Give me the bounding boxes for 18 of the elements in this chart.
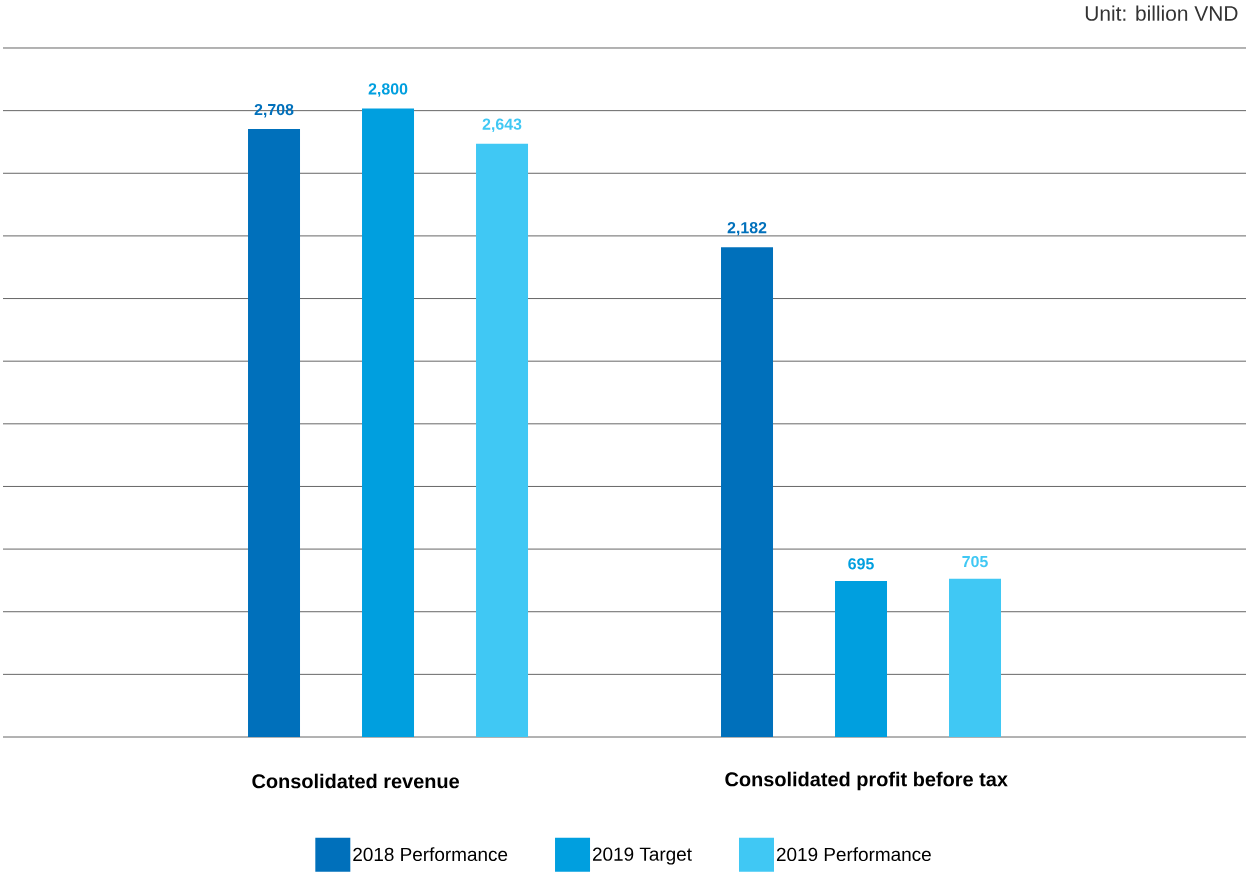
data-label: 695 [848,558,874,570]
x-tick-label: Consolidated revenue [252,773,459,789]
text: Unit: billion VND [1085,5,1238,21]
bar [476,143,529,737]
legend-label: 2018 Performance [353,847,508,862]
legend-label: 2019 Performance [776,847,931,862]
bar [248,129,301,737]
data-label: 2,643 [482,118,522,133]
bar [721,247,774,737]
bar [835,580,888,737]
data-label: 2,800 [368,83,408,97]
legend-label: 2019 Target [592,847,692,865]
bar [362,108,415,737]
data-label: 2,182 [727,222,767,236]
bar [949,578,1002,737]
data-label: 705 [962,555,988,568]
data-label: 2,708 [254,103,294,118]
x-tick-label: Consolidated profit before tax [725,771,1008,791]
